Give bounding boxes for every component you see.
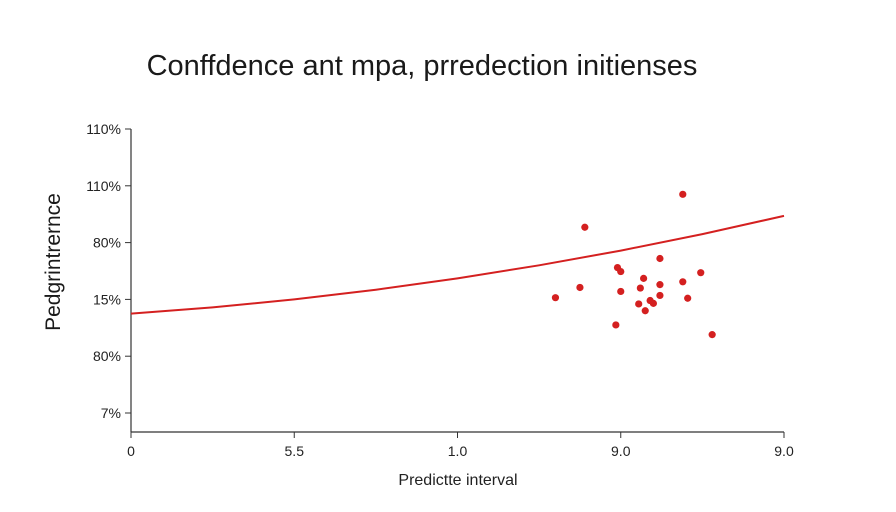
scatter-point bbox=[640, 274, 648, 282]
scatter-point bbox=[656, 281, 664, 289]
scatter-point bbox=[617, 287, 625, 296]
scatter-point bbox=[656, 291, 664, 300]
x-tick-label: 0 bbox=[127, 443, 135, 459]
scatter-point bbox=[708, 331, 716, 339]
y-tick-label: 110% bbox=[86, 178, 121, 194]
x-tick-label: 9.0 bbox=[774, 443, 794, 459]
scatter-point bbox=[641, 307, 649, 315]
x-axis-ticks: 0 5.5 1.0 9.0 9.0 bbox=[127, 432, 794, 459]
scatter-point bbox=[576, 283, 584, 292]
scatter-point bbox=[649, 299, 658, 307]
scatter-point bbox=[656, 254, 664, 263]
chart-title: Conffdence ant mpa, prredection initiens… bbox=[147, 50, 698, 82]
x-axis-label: Predictte interval bbox=[398, 472, 517, 489]
scatter-point bbox=[635, 300, 643, 308]
scatter-point bbox=[612, 321, 620, 329]
scatter-point bbox=[679, 278, 687, 286]
x-tick-label: 9.0 bbox=[611, 443, 631, 459]
y-tick-label: 15% bbox=[93, 291, 121, 307]
y-tick-label: 7% bbox=[101, 405, 121, 421]
fit-line bbox=[130, 214, 785, 315]
scatter-point bbox=[636, 284, 644, 292]
x-tick-label: 5.5 bbox=[285, 443, 305, 459]
y-tick-label: 110% bbox=[86, 121, 121, 137]
y-tick-label: 80% bbox=[93, 235, 121, 251]
scatter-point bbox=[581, 223, 589, 231]
scatter-point bbox=[697, 269, 705, 277]
scatter-point bbox=[679, 190, 687, 198]
x-tick-label: 1.0 bbox=[448, 443, 468, 459]
scatter-point bbox=[551, 294, 560, 302]
y-axis-ticks: 110% 110% 80% 15% 80% 7% bbox=[86, 121, 131, 421]
y-tick-label: 80% bbox=[93, 348, 121, 364]
y-axis-label: Pedgrintrernce bbox=[42, 193, 65, 331]
scatter-points bbox=[551, 190, 716, 339]
scatter-point bbox=[617, 267, 625, 276]
scatter-point bbox=[684, 294, 692, 302]
